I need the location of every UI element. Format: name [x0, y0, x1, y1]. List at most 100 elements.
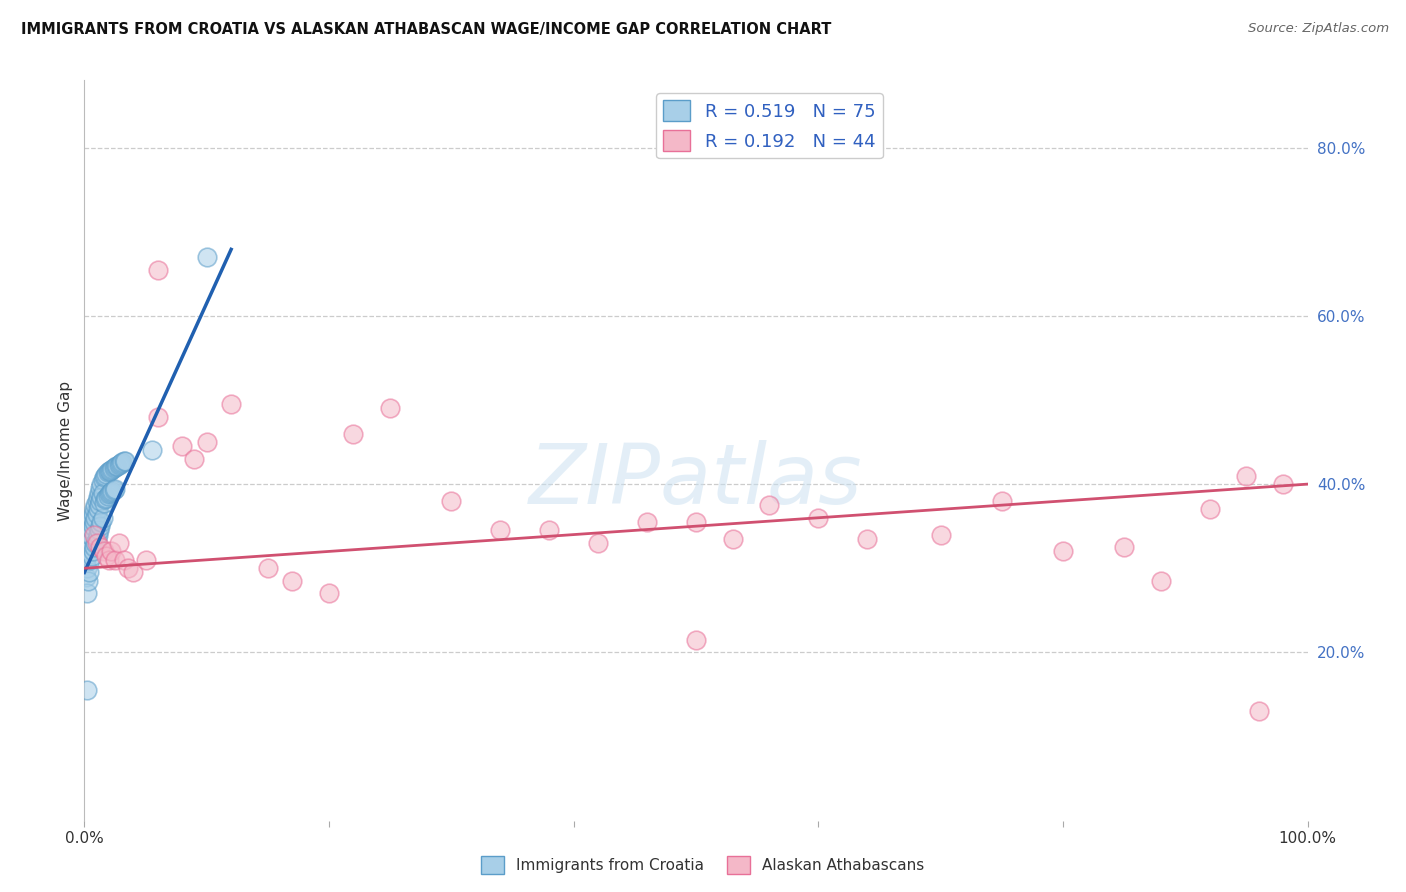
Point [87, 490, 110, 504]
Point [94, 492, 117, 507]
Point [135, 553, 157, 567]
Point [257, 561, 280, 575]
Point [83, 515, 105, 529]
Point [83, 540, 105, 554]
Point [76, 586, 98, 600]
Point [82, 544, 104, 558]
Point [97, 466, 120, 480]
Point [112, 454, 135, 468]
Point [101, 483, 124, 498]
Text: ZIPatlas: ZIPatlas [529, 440, 863, 521]
Point [77, 536, 100, 550]
Point [183, 451, 205, 466]
Point [100, 484, 122, 499]
Point [107, 536, 129, 550]
Point [97, 465, 120, 479]
Point [112, 553, 135, 567]
Point [991, 494, 1014, 508]
Point [86, 536, 108, 550]
Point [758, 498, 780, 512]
Point [82, 507, 104, 521]
Point [1150, 574, 1173, 588]
Point [1114, 540, 1136, 554]
Point [856, 532, 879, 546]
Point [87, 485, 110, 500]
Point [105, 458, 128, 473]
Point [89, 494, 111, 508]
Point [77, 519, 100, 533]
Point [93, 544, 115, 558]
Point [807, 510, 830, 524]
Point [146, 262, 169, 277]
Point [87, 502, 110, 516]
Point [75, 553, 97, 567]
Point [440, 494, 463, 508]
Point [84, 536, 107, 550]
Point [83, 527, 105, 541]
Point [172, 439, 194, 453]
Point [117, 561, 139, 575]
Point [91, 485, 114, 500]
Point [318, 586, 340, 600]
Point [538, 524, 561, 538]
Point [86, 507, 108, 521]
Point [96, 491, 118, 505]
Point [1198, 502, 1220, 516]
Point [90, 477, 112, 491]
Point [94, 468, 117, 483]
Point [586, 536, 609, 550]
Point [100, 463, 122, 477]
Y-axis label: Wage/Income Gap: Wage/Income Gap [58, 380, 73, 521]
Point [141, 443, 163, 458]
Point [104, 553, 127, 567]
Point [82, 519, 104, 533]
Legend: Immigrants from Croatia, Alaskan Athabascans: Immigrants from Croatia, Alaskan Athabas… [475, 850, 931, 880]
Point [77, 574, 100, 588]
Point [77, 544, 100, 558]
Point [79, 515, 101, 529]
Point [96, 549, 118, 563]
Point [97, 487, 120, 501]
Point [86, 532, 108, 546]
Point [101, 462, 124, 476]
Point [1236, 468, 1258, 483]
Point [93, 470, 115, 484]
Point [107, 458, 129, 472]
Point [1052, 544, 1074, 558]
Point [111, 455, 134, 469]
Point [1272, 477, 1295, 491]
Point [105, 459, 128, 474]
Point [685, 515, 707, 529]
Point [97, 553, 120, 567]
Point [76, 561, 98, 575]
Point [104, 460, 127, 475]
Point [103, 461, 125, 475]
Point [104, 482, 127, 496]
Point [76, 683, 98, 698]
Point [87, 498, 110, 512]
Point [79, 527, 101, 541]
Point [80, 524, 103, 538]
Point [87, 527, 110, 541]
Point [98, 464, 121, 478]
Point [636, 515, 658, 529]
Point [80, 510, 103, 524]
Point [219, 397, 242, 411]
Point [77, 566, 100, 580]
Point [195, 435, 218, 450]
Point [84, 510, 107, 524]
Text: IMMIGRANTS FROM CROATIA VS ALASKAN ATHABASCAN WAGE/INCOME GAP CORRELATION CHART: IMMIGRANTS FROM CROATIA VS ALASKAN ATHAB… [21, 22, 831, 37]
Point [122, 566, 145, 580]
Point [281, 574, 304, 588]
Point [77, 527, 100, 541]
Point [79, 553, 101, 567]
Point [76, 536, 98, 550]
Point [114, 453, 136, 467]
Point [89, 540, 111, 554]
Point [89, 519, 111, 533]
Point [96, 467, 118, 481]
Text: Source: ZipAtlas.com: Source: ZipAtlas.com [1249, 22, 1389, 36]
Point [93, 495, 115, 509]
Point [89, 481, 111, 495]
Point [342, 426, 364, 441]
